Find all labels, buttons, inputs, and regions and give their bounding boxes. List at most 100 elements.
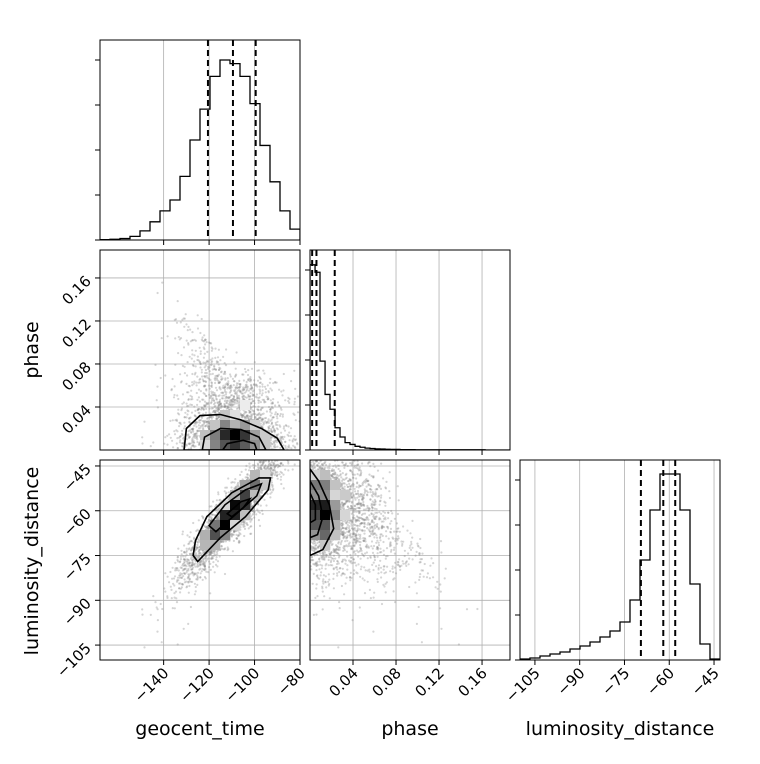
scatter-point [230, 375, 232, 377]
scatter-point [201, 318, 203, 320]
scatter-point [202, 378, 204, 380]
scatter-point [271, 423, 273, 425]
scatter-point [184, 551, 186, 553]
scatter-point [195, 426, 197, 428]
scatter-point [195, 415, 197, 417]
scatter-point [269, 425, 271, 427]
scatter-point [294, 441, 296, 443]
scatter-point [302, 445, 304, 447]
scatter-point [205, 339, 207, 341]
scatter-point [260, 505, 262, 507]
scatter-point [267, 384, 269, 386]
scatter-point [266, 410, 268, 412]
scatter-point [237, 400, 239, 402]
scatter-point [176, 559, 178, 561]
scatter-point [172, 583, 174, 585]
scatter-point [305, 413, 307, 415]
scatter-point [166, 444, 168, 446]
scatter-point [181, 553, 183, 555]
scatter-point [173, 396, 175, 398]
scatter-point [187, 623, 189, 625]
scatter-point [167, 576, 169, 578]
scatter-point [200, 425, 202, 427]
scatter-point [256, 509, 258, 511]
scatter-point [193, 537, 195, 539]
scatter-point [293, 414, 295, 416]
scatter-point [194, 422, 196, 424]
scatter-point [236, 382, 238, 384]
scatter-point [265, 391, 267, 393]
scatter-point [244, 412, 246, 414]
scatter-point [253, 517, 255, 519]
scatter-point [256, 396, 258, 398]
scatter-point [247, 379, 249, 381]
scatter-point [262, 399, 264, 401]
scatter-point [274, 444, 276, 446]
scatter-point [235, 374, 237, 376]
scatter-point [203, 392, 205, 394]
scatter-point [196, 399, 198, 401]
ylabel-phase: phase [21, 321, 43, 378]
scatter-point [243, 535, 245, 537]
scatter-point [174, 319, 176, 321]
scatter-point [204, 376, 206, 378]
scatter-point [233, 540, 235, 542]
scatter-point [225, 364, 227, 366]
scatter-point [217, 417, 219, 419]
scatter-point [273, 457, 275, 459]
scatter-point [177, 548, 179, 550]
scatter-point [187, 326, 189, 328]
scatter-point [288, 425, 290, 427]
scatter-point [204, 343, 206, 345]
scatter-point [204, 385, 206, 387]
scatter-point [178, 425, 180, 427]
scatter-point [233, 384, 235, 386]
scatter-point [207, 557, 209, 559]
scatter-point [264, 465, 266, 467]
scatter-point [232, 400, 234, 402]
scatter-point [177, 352, 179, 354]
scatter-point [166, 435, 168, 437]
scatter-point [208, 341, 210, 343]
scatter-point [170, 437, 172, 439]
scatter-point [193, 354, 195, 356]
scatter-point [193, 406, 195, 408]
scatter-point [274, 456, 276, 458]
scatter-point [285, 457, 287, 459]
scatter-point [228, 491, 230, 493]
density-cell [240, 400, 250, 410]
scatter-point [303, 437, 305, 439]
scatter-point [266, 421, 268, 423]
scatter-point [275, 465, 277, 467]
scatter-point [272, 473, 274, 475]
scatter-point [287, 457, 289, 459]
scatter-point [180, 556, 182, 558]
scatter-point [272, 382, 274, 384]
scatter-point [189, 436, 191, 438]
scatter-point [186, 444, 188, 446]
scatter-point [259, 525, 261, 527]
scatter-point [279, 415, 281, 417]
scatter-point [254, 361, 256, 363]
scatter-point [281, 450, 283, 452]
scatter-point [198, 359, 200, 361]
scatter-point [282, 474, 284, 476]
scatter-point [212, 555, 214, 557]
scatter-point [185, 323, 187, 325]
scatter-point [295, 419, 297, 421]
scatter-point [173, 430, 175, 432]
scatter-point [227, 406, 229, 408]
scatter-point [180, 567, 182, 569]
scatter-point [232, 481, 234, 483]
scatter-point [184, 564, 186, 566]
scatter-point [260, 401, 262, 403]
scatter-point [296, 443, 298, 445]
scatter-point [272, 488, 274, 490]
scatter-point [216, 553, 218, 555]
scatter-point [213, 552, 215, 554]
scatter-point [269, 496, 271, 498]
scatter-point [208, 394, 210, 396]
scatter-point [224, 548, 226, 550]
histogram-phase [310, 265, 510, 450]
scatter-point [293, 452, 295, 454]
